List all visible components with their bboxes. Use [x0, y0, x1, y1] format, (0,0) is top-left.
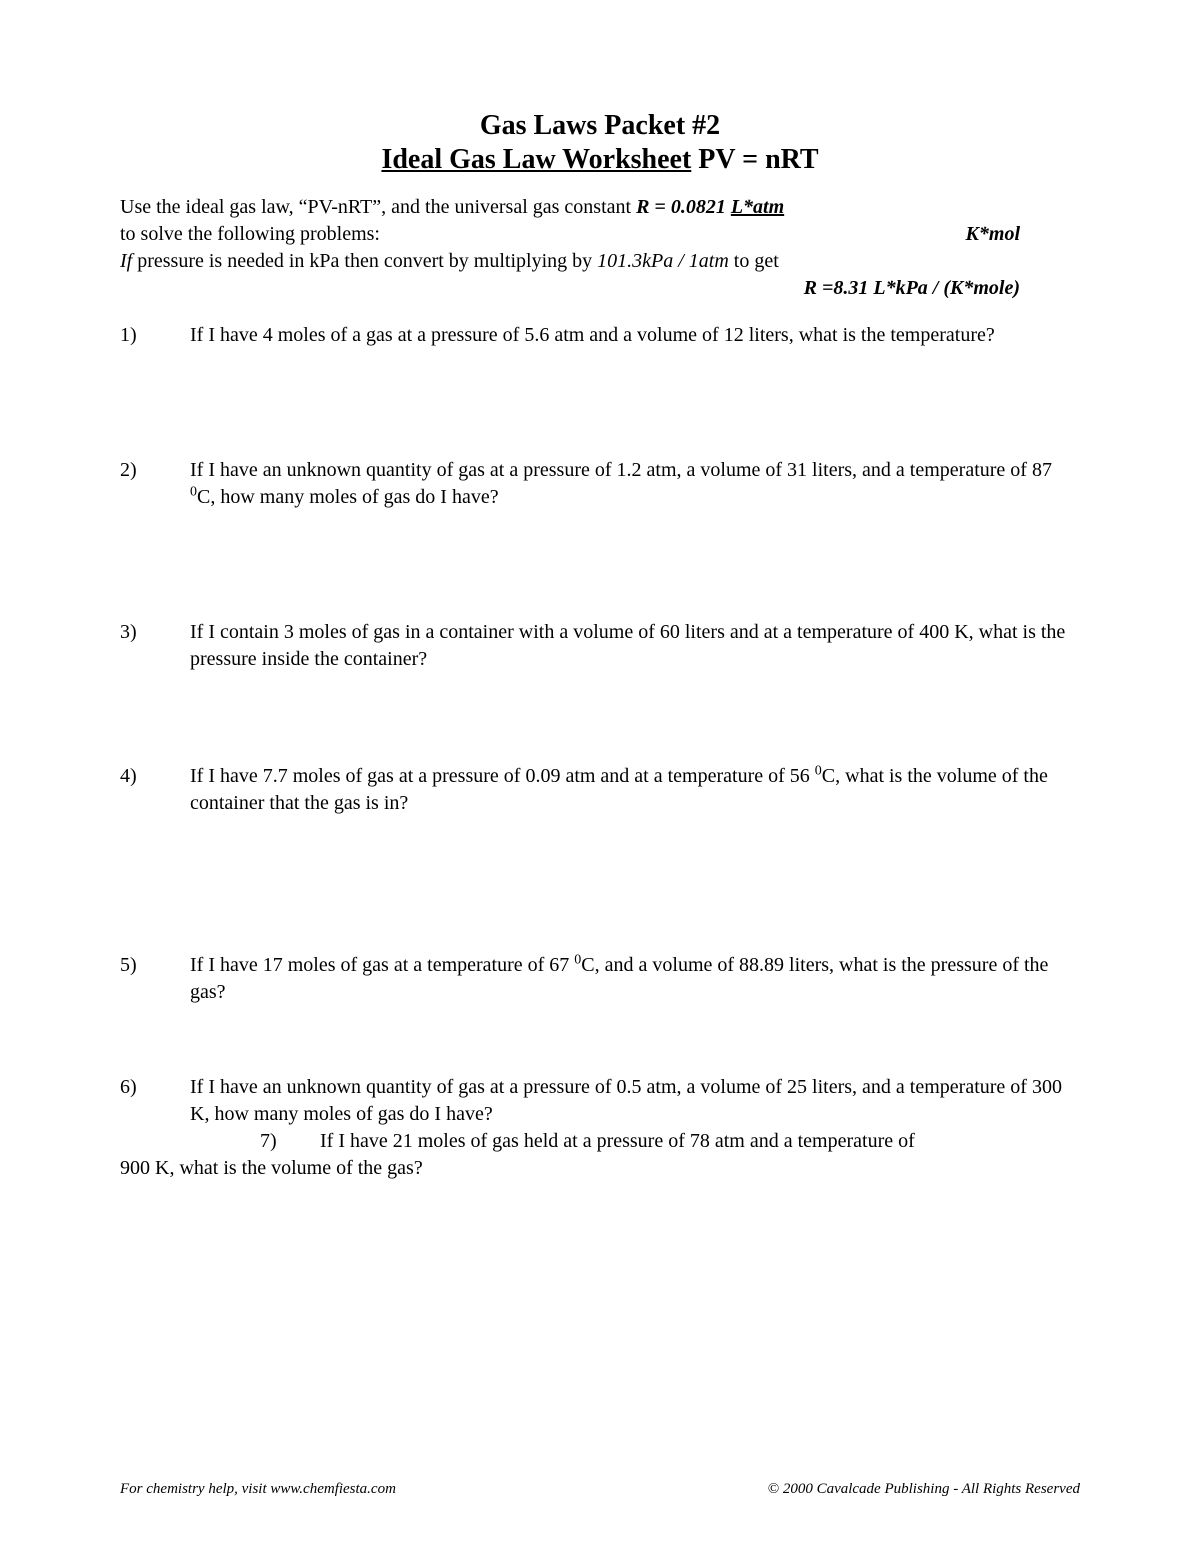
question-number: 4): [120, 763, 190, 817]
instr-r-kpa: R =8.31 L*kPa / (K*mole): [804, 275, 1080, 302]
question-number: 7): [260, 1128, 320, 1155]
question-1: 1) If I have 4 moles of a gas at a press…: [120, 322, 1080, 349]
instruction-line-4: R =8.31 L*kPa / (K*mole): [120, 275, 1080, 302]
document-header: Gas Laws Packet #2 Ideal Gas Law Workshe…: [120, 110, 1080, 176]
instructions-block: Use the ideal gas law, “PV-nRT”, and the…: [120, 194, 1080, 302]
title-underlined: Ideal Gas Law Worksheet: [381, 144, 691, 175]
question-text: If I have an unknown quantity of gas at …: [190, 457, 1080, 511]
instr-text: to get: [729, 250, 779, 272]
instr-text: pressure is needed in kPa then convert b…: [132, 250, 597, 272]
instr-conversion: 101.3kPa / 1atm: [597, 250, 729, 272]
page-footer: For chemistry help, visit www.chemfiesta…: [120, 1481, 1080, 1498]
question-number: 2): [120, 457, 190, 511]
title-line-1: Gas Laws Packet #2: [120, 110, 1080, 142]
questions-list: 1) If I have 4 moles of a gas at a press…: [120, 322, 1080, 1182]
instr-if: If: [120, 250, 132, 272]
question-number: 3): [120, 619, 190, 673]
title-formula: PV = nRT: [691, 144, 818, 175]
instr-units-top: L*atm: [731, 196, 784, 218]
question-text-part: If I have 17 moles of gas at a temperatu…: [190, 954, 574, 976]
degree-symbol: 0: [815, 763, 822, 778]
question-number: 6): [120, 1074, 190, 1155]
question-text: If I have 17 moles of gas at a temperatu…: [190, 952, 1080, 1006]
question-7-inline: 7)If I have 21 moles of gas held at a pr…: [260, 1128, 1080, 1155]
question-text-part: If I have an unknown quantity of gas at …: [190, 1076, 1062, 1125]
question-text-part: If I have 21 moles of gas held at a pres…: [320, 1130, 915, 1152]
footer-right: © 2000 Cavalcade Publishing - All Rights…: [768, 1481, 1080, 1498]
question-6: 6) If I have an unknown quantity of gas …: [120, 1074, 1080, 1155]
question-text-part: If I have an unknown quantity of gas at …: [190, 459, 1052, 481]
question-5: 5) If I have 17 moles of gas at a temper…: [120, 952, 1080, 1006]
question-text: If I have 4 moles of a gas at a pressure…: [190, 322, 1080, 349]
question-4: 4) If I have 7.7 moles of gas at a press…: [120, 763, 1080, 817]
question-text-part: If I have 7.7 moles of gas at a pressure…: [190, 765, 815, 787]
question-text: If I contain 3 moles of gas in a contain…: [190, 619, 1080, 673]
instr-text: Use the ideal gas law, “PV-nRT”, and the…: [120, 196, 636, 218]
instruction-line-3: If pressure is needed in kPa then conver…: [120, 248, 1080, 275]
question-text: If I have 7.7 moles of gas at a pressure…: [190, 763, 1080, 817]
instr-constant: R = 0.0821: [636, 196, 731, 218]
instr-text: to solve the following problems:: [120, 221, 380, 248]
question-2: 2) If I have an unknown quantity of gas …: [120, 457, 1080, 511]
question-3: 3) If I contain 3 moles of gas in a cont…: [120, 619, 1080, 673]
instruction-line-2: to solve the following problems: K*mol: [120, 221, 1080, 248]
question-7-continuation: 900 K, what is the volume of the gas?: [120, 1155, 1080, 1182]
question-number: 1): [120, 322, 190, 349]
instruction-line-1: Use the ideal gas law, “PV-nRT”, and the…: [120, 194, 1080, 221]
instr-units-bottom: K*mol: [966, 221, 1080, 248]
question-text: If I have an unknown quantity of gas at …: [190, 1074, 1080, 1155]
question-text-part: C, how many moles of gas do I have?: [197, 486, 499, 508]
footer-left: For chemistry help, visit www.chemfiesta…: [120, 1481, 396, 1498]
title-line-2: Ideal Gas Law Worksheet PV = nRT: [120, 144, 1080, 176]
degree-symbol: 0: [190, 484, 197, 499]
question-number: 5): [120, 952, 190, 1006]
